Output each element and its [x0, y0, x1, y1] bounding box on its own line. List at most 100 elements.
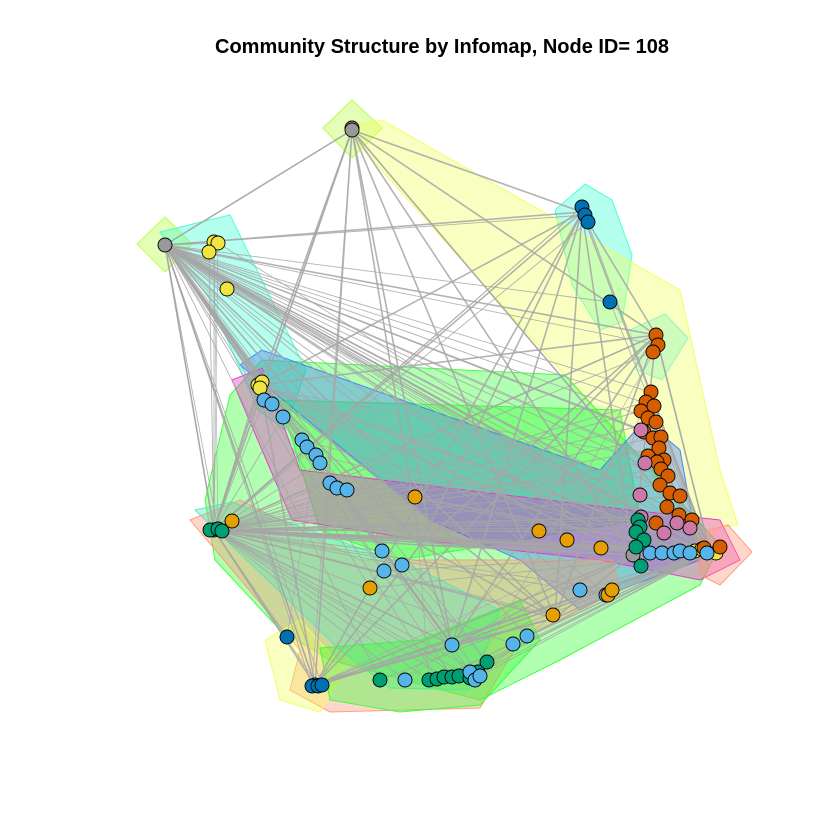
node-sky-blue [312, 455, 328, 471]
edge [164, 244, 642, 431]
edge [213, 519, 639, 531]
edge [306, 206, 583, 448]
edge [213, 529, 476, 681]
node-orange [604, 582, 620, 598]
node-orange [362, 580, 378, 596]
edge [259, 384, 316, 686]
edge [213, 529, 445, 678]
edge [213, 529, 319, 687]
edge [451, 334, 657, 646]
edge [164, 244, 665, 534]
edge [346, 475, 669, 491]
node-green [372, 672, 388, 688]
node-yellow [210, 235, 226, 251]
edge [657, 344, 711, 553]
edge [164, 244, 649, 419]
node-gray [157, 237, 173, 253]
edge [259, 334, 657, 386]
node-blue [279, 629, 295, 645]
edge [479, 551, 711, 677]
edge [263, 399, 663, 554]
node-orange-red [645, 344, 661, 360]
edge [164, 244, 556, 619]
edge [213, 516, 642, 531]
edge [469, 344, 659, 679]
edge [419, 211, 583, 546]
edge [164, 214, 586, 246]
chart-title: Community Structure by Infomap, Node ID=… [215, 36, 669, 58]
edge [164, 129, 353, 246]
edge [213, 529, 406, 681]
edge [213, 529, 403, 566]
node-yellow [219, 281, 235, 297]
edge [311, 127, 353, 687]
edge [414, 496, 430, 681]
edge [213, 529, 607, 596]
node-sky-blue [376, 563, 392, 579]
edge [526, 551, 711, 637]
node-pink [637, 455, 653, 471]
node-green [628, 539, 644, 555]
node-yellow [201, 244, 217, 260]
node-orange [593, 540, 609, 556]
edge [379, 551, 711, 681]
edge [164, 244, 658, 463]
edge [451, 551, 711, 646]
node-orange-red [648, 414, 664, 430]
edge [164, 244, 488, 663]
node-sky-blue [275, 409, 291, 425]
node-sky-blue [472, 668, 488, 684]
edge [213, 241, 219, 530]
node-sky-blue [682, 545, 698, 561]
edge [164, 244, 641, 496]
edge [213, 529, 479, 673]
edge [314, 211, 583, 686]
edge [213, 410, 642, 531]
node-sky-blue [444, 637, 460, 653]
community-hull [694, 524, 753, 586]
edge [213, 421, 657, 531]
edge [164, 244, 652, 393]
node-green [214, 523, 230, 539]
node-gray [344, 122, 360, 138]
edge [314, 129, 353, 686]
edge [217, 242, 711, 553]
node-sky-blue [519, 628, 535, 644]
node-sky-blue [397, 672, 413, 688]
edge [164, 244, 678, 524]
edge [213, 447, 660, 531]
node-sky-blue [505, 636, 521, 652]
edge [164, 244, 645, 541]
node-orange-red [646, 398, 662, 414]
node-orange [559, 532, 575, 548]
edge [213, 522, 657, 531]
edge [217, 468, 662, 530]
node-orange-red [672, 488, 688, 504]
edge [164, 244, 611, 303]
edge [469, 551, 711, 673]
edge [164, 244, 675, 554]
edge [314, 514, 680, 686]
edge [213, 334, 657, 531]
node-pink [682, 520, 698, 536]
node-orange [407, 489, 423, 505]
node-orange-red [712, 539, 728, 555]
edge [217, 528, 711, 553]
edge [213, 351, 654, 531]
node-pink [633, 422, 649, 438]
edge [419, 544, 556, 619]
edge [164, 244, 641, 528]
node-orange [531, 523, 547, 539]
edge [213, 127, 353, 531]
edge [259, 387, 665, 461]
node-orange [224, 513, 240, 529]
edge [213, 221, 589, 531]
edge [259, 211, 583, 386]
edge [213, 399, 265, 531]
edge [213, 529, 540, 532]
edge [351, 129, 583, 213]
node-sky-blue [264, 396, 280, 412]
edge [213, 401, 647, 531]
edge [164, 244, 705, 549]
